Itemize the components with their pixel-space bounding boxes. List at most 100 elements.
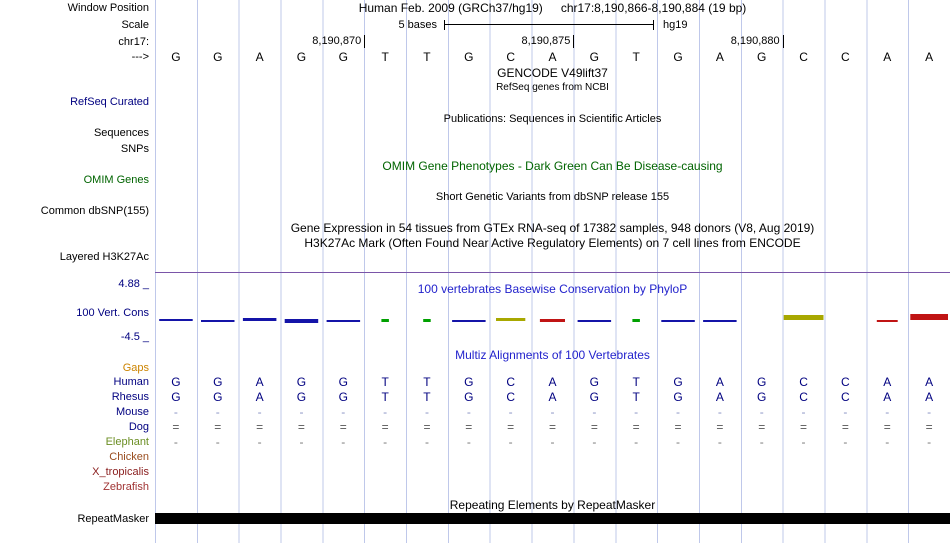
alignment-cell: = (800, 420, 808, 434)
base-letter: G (673, 50, 683, 64)
track-label-100-vert-cons[interactable]: 100 Vert. Cons (76, 307, 149, 319)
species-label-dog[interactable]: Dog (128, 421, 149, 433)
alignment-cell: G (589, 390, 599, 404)
alignment-cell: - (885, 405, 890, 419)
track-label-repeatmasker[interactable]: RepeatMasker (77, 513, 149, 525)
position-header: Human Feb. 2009 (GRCh37/hg19) chr17:8,190… (155, 1, 950, 15)
alignment-cell: = (172, 420, 180, 434)
alignment-row-mouse[interactable]: ------------------- (155, 405, 950, 420)
alignment-cell: C (841, 375, 850, 389)
alignment-cell: = (507, 420, 515, 434)
dbsnp-track-title[interactable]: Short Genetic Variants from dbSNP releas… (435, 191, 670, 203)
scale-value: 5 bases (398, 19, 437, 31)
base-letter: G (757, 50, 767, 64)
species-label-mouse[interactable]: Mouse (115, 406, 149, 418)
alignment-cell: - (843, 435, 848, 449)
alignment-cell: A (715, 375, 724, 389)
species-label-human[interactable]: Human (113, 376, 149, 388)
base-letter: T (381, 50, 389, 64)
conservation-mark (876, 320, 898, 322)
alignment-cell: - (466, 435, 471, 449)
alignment-cell: = (674, 420, 682, 434)
base-letter: G (464, 50, 474, 64)
alignment-cell: = (548, 420, 556, 434)
alignment-row-elephant[interactable]: ------------------- (155, 435, 950, 450)
alignment-cell: - (843, 405, 848, 419)
conservation-mark (539, 319, 565, 322)
gaps-label: Gaps (122, 362, 149, 374)
alignment-cell: = (465, 420, 473, 434)
strand-direction-label[interactable]: ---> (131, 51, 149, 63)
alignment-row-x-tropicalis[interactable] (155, 465, 950, 480)
base-letter: A (548, 50, 557, 64)
track-display-area[interactable]: Human Feb. 2009 (GRCh37/hg19) chr17:8,190… (155, 0, 950, 543)
refseq-track-subtitle[interactable]: RefSeq genes from NCBI (496, 82, 609, 93)
gtex-track-title[interactable]: Gene Expression in 54 tissues from GTEx … (290, 221, 815, 235)
alignment-cell: = (423, 420, 431, 434)
alignment-row-zebrafish[interactable] (155, 480, 950, 495)
gencode-track-title[interactable]: GENCODE V49lift37 (497, 66, 608, 80)
alignment-cell: - (717, 435, 722, 449)
species-label-x-tropicalis[interactable]: X_tropicalis (92, 466, 149, 478)
coordinate-tick (364, 35, 366, 48)
publications-track-title[interactable]: Publications: Sequences in Scientific Ar… (443, 113, 662, 125)
base-letter: G (338, 50, 348, 64)
conservation-wiggle[interactable] (155, 300, 950, 336)
alignment-cell: - (927, 405, 932, 419)
alignment-cell: - (424, 405, 429, 419)
conservation-mark (910, 314, 948, 320)
track-label-common-dbsnp[interactable]: Common dbSNP(155) (40, 205, 149, 217)
alignment-cell: - (424, 435, 429, 449)
multiz-track-title[interactable]: Multiz Alignments of 100 Vertebrates (455, 348, 650, 362)
alignment-cell: = (339, 420, 347, 434)
alignment-row-dog[interactable]: = = = = = = = = = = = = = = = = = = = (155, 420, 950, 435)
conservation-max-value: 4.88 _ (118, 278, 149, 290)
alignment-cell: G (464, 390, 474, 404)
window-position-label: Window Position (67, 2, 149, 14)
alignment-cell: - (717, 405, 722, 419)
alignment-cell: T (423, 390, 431, 404)
alignment-cell: G (296, 375, 307, 389)
base-letter: A (883, 50, 892, 64)
alignment-cell: - (173, 405, 178, 419)
track-label-snps[interactable]: SNPs (120, 143, 149, 155)
base-letter: A (925, 50, 934, 64)
repeatmasker-track-title[interactable]: Repeating Elements by RepeatMasker (449, 498, 656, 512)
track-label-omim-genes[interactable]: OMIM Genes (83, 174, 149, 186)
species-label-zebrafish[interactable]: Zebrafish (103, 481, 149, 493)
phylop-track-title[interactable]: 100 vertebrates Basewise Conservation by… (417, 282, 688, 296)
species-label-elephant[interactable]: Elephant (105, 436, 149, 448)
track-label-sequences[interactable]: Sequences (93, 127, 149, 139)
base-letter: C (799, 50, 808, 64)
alignment-cell: G (338, 390, 348, 404)
coordinate-tick (573, 35, 575, 48)
alignment-cell: A (925, 390, 934, 404)
track-label-layered-h3k27ac[interactable]: Layered H3K27Ac (59, 251, 149, 263)
alignment-cell: T (381, 375, 389, 389)
species-label-chicken[interactable]: Chicken (109, 451, 149, 463)
alignment-cell: - (634, 435, 639, 449)
base-letter: C (506, 50, 515, 64)
alignment-cell: = (841, 420, 849, 434)
alignment-cell: - (383, 405, 388, 419)
alignment-cell: C (841, 390, 850, 404)
base-letter: G (296, 50, 307, 64)
omim-track-title[interactable]: OMIM Gene Phenotypes - Dark Green Can Be… (382, 159, 723, 173)
repeatmasker-element-bar[interactable] (155, 513, 950, 524)
alignment-cell: C (506, 390, 515, 404)
h3k27ac-track-title[interactable]: H3K27Ac Mark (Often Found Near Active Re… (304, 236, 801, 250)
alignment-row-chicken[interactable] (155, 450, 950, 465)
species-label-rhesus[interactable]: Rhesus (111, 391, 149, 403)
alignment-cell: - (257, 405, 262, 419)
alignment-cell: = (883, 420, 891, 434)
conservation-mark (452, 320, 486, 322)
alignment-cell: - (676, 405, 681, 419)
assembly-name: Human Feb. 2009 (GRCh37/hg19) (358, 1, 543, 15)
alignment-cell: - (257, 435, 262, 449)
base-letter: T (423, 50, 431, 64)
track-label-refseq-curated[interactable]: RefSeq Curated (70, 96, 149, 108)
alignment-cell: - (592, 405, 597, 419)
alignment-cell: A (715, 390, 724, 404)
